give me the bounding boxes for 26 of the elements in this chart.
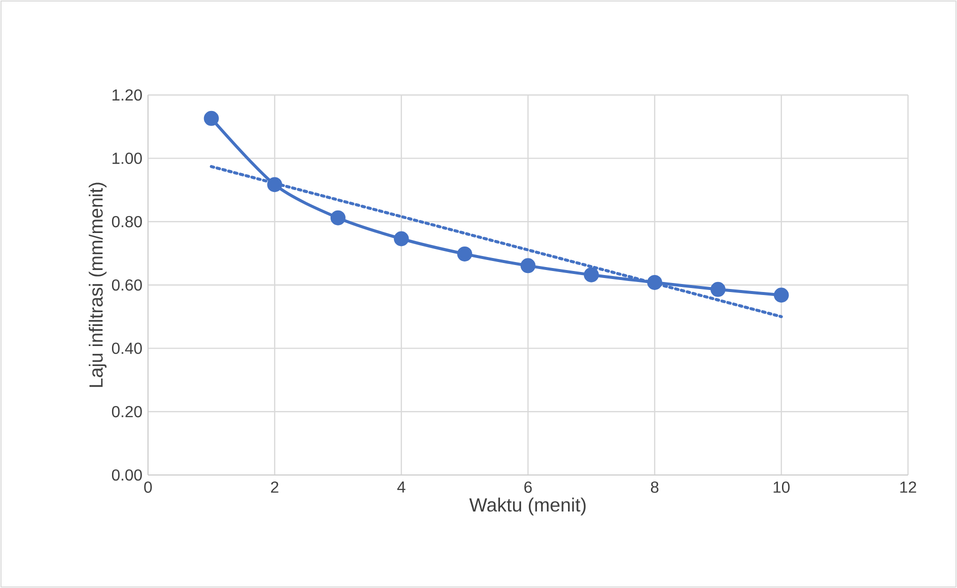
x-tick-label: 10 bbox=[774, 482, 790, 493]
y-tick-label: 0.00 bbox=[112, 469, 142, 481]
y-tick-label: 0.60 bbox=[112, 279, 142, 291]
point bbox=[774, 288, 789, 303]
point bbox=[520, 258, 536, 274]
x-tick-label: 4 bbox=[397, 481, 406, 493]
x-tick-label: 2 bbox=[271, 482, 278, 493]
point bbox=[647, 274, 662, 290]
y-tick-label: 0.40 bbox=[112, 342, 142, 354]
point bbox=[710, 282, 726, 297]
point bbox=[204, 110, 219, 126]
point bbox=[394, 231, 409, 246]
y-tick-label: 1.20 bbox=[112, 89, 142, 101]
point bbox=[457, 246, 472, 262]
point bbox=[584, 267, 599, 282]
point bbox=[267, 177, 282, 192]
point bbox=[330, 210, 346, 226]
x-axis-title: Waktu (menit) bbox=[469, 498, 586, 516]
y-tick-label: 1.00 bbox=[112, 152, 142, 164]
x-tick-label: 6 bbox=[524, 482, 532, 493]
y-axis-title: Laju infiltrasi (mm/menit) bbox=[88, 182, 106, 387]
x-tick-label: 8 bbox=[650, 482, 658, 493]
x-tick-label: 0 bbox=[144, 482, 152, 493]
y-tick-label: 0.80 bbox=[112, 216, 142, 228]
x-tick-label: 12 bbox=[900, 482, 916, 493]
y-tick-label: 0.20 bbox=[112, 406, 142, 418]
